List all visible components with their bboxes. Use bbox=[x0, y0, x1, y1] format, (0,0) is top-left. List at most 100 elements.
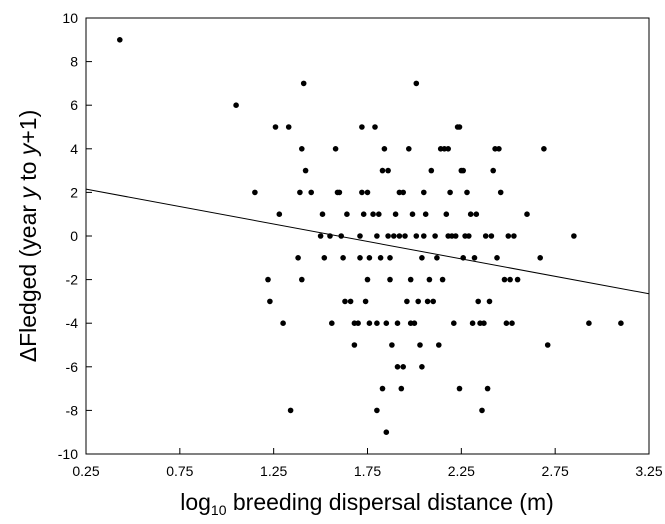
data-point bbox=[351, 342, 358, 348]
data-point bbox=[357, 254, 363, 261]
y-tick-label: 2 bbox=[70, 184, 78, 200]
trend-line bbox=[85, 188, 650, 295]
data-point bbox=[400, 364, 407, 370]
x-tick-label: 2.75 bbox=[542, 463, 569, 479]
data-point bbox=[280, 320, 286, 327]
data-point bbox=[392, 211, 399, 217]
data-point bbox=[394, 320, 401, 327]
data-point bbox=[490, 167, 497, 174]
data-point bbox=[618, 320, 624, 327]
data-point bbox=[439, 276, 446, 283]
data-point bbox=[355, 320, 361, 327]
data-point bbox=[379, 385, 386, 392]
data-point bbox=[308, 189, 315, 196]
data-point bbox=[389, 342, 395, 348]
y-tick-label: 8 bbox=[70, 54, 78, 70]
data-point bbox=[299, 146, 305, 152]
x-axis-title: log10 breeding dispersal distance (m) bbox=[180, 489, 554, 518]
data-point bbox=[503, 320, 510, 327]
data-point bbox=[486, 298, 493, 305]
x-tick-label: 0.75 bbox=[166, 463, 193, 479]
data-point bbox=[374, 407, 380, 414]
data-point bbox=[265, 276, 271, 283]
data-point bbox=[452, 233, 459, 239]
data-point bbox=[413, 80, 420, 87]
data-point bbox=[460, 167, 467, 174]
data-point bbox=[357, 233, 363, 239]
data-point bbox=[287, 407, 294, 414]
data-point bbox=[396, 233, 403, 239]
data-point bbox=[436, 342, 442, 348]
y-axis-title: ΔFledged (year y to y+1) bbox=[15, 110, 41, 363]
data-point bbox=[276, 211, 283, 217]
data-point bbox=[537, 254, 543, 261]
data-point bbox=[428, 167, 435, 174]
data-point bbox=[370, 211, 376, 217]
x-tick-label: 3.25 bbox=[635, 463, 662, 479]
data-point bbox=[469, 320, 476, 327]
data-point bbox=[421, 189, 427, 196]
data-point bbox=[398, 385, 405, 392]
x-axis: 0.25 0.75 1.25 1.75 2.25 2.75 3.25 bbox=[72, 448, 663, 479]
data-point bbox=[488, 233, 495, 239]
data-point bbox=[456, 124, 463, 130]
data-point bbox=[501, 276, 508, 283]
data-point bbox=[319, 211, 326, 217]
data-point bbox=[524, 211, 530, 217]
data-point bbox=[467, 211, 474, 217]
plot-area-frame bbox=[85, 17, 650, 455]
data-point bbox=[252, 189, 258, 196]
data-point bbox=[544, 342, 551, 348]
data-point bbox=[413, 233, 420, 239]
y-tick-label: 4 bbox=[70, 141, 78, 157]
data-point bbox=[374, 320, 380, 327]
y-tick-label: -10 bbox=[58, 446, 78, 462]
data-point bbox=[338, 233, 345, 239]
data-point bbox=[430, 298, 437, 305]
data-point bbox=[387, 276, 393, 283]
data-point bbox=[332, 146, 339, 152]
data-point bbox=[385, 233, 391, 239]
data-point bbox=[394, 364, 401, 370]
y-tick-label: 0 bbox=[70, 228, 78, 244]
data-point bbox=[464, 189, 470, 196]
data-point bbox=[344, 211, 350, 217]
data-point bbox=[473, 211, 480, 217]
data-point bbox=[424, 298, 431, 305]
data-point bbox=[432, 233, 438, 239]
data-point bbox=[317, 233, 324, 239]
data-point bbox=[366, 320, 373, 327]
data-point bbox=[417, 342, 423, 348]
data-point bbox=[496, 146, 502, 152]
data-point bbox=[422, 211, 429, 217]
data-point bbox=[407, 276, 414, 283]
data-point bbox=[511, 233, 517, 239]
data-point bbox=[364, 189, 371, 196]
data-point bbox=[415, 298, 422, 305]
y-tick-label: -2 bbox=[66, 272, 79, 288]
x-tick-label: 2.25 bbox=[448, 463, 475, 479]
data-point bbox=[321, 254, 328, 261]
data-point bbox=[479, 407, 485, 414]
data-point bbox=[445, 146, 452, 152]
data-point bbox=[541, 146, 547, 152]
data-point bbox=[387, 254, 393, 261]
data-point bbox=[484, 385, 491, 392]
data-point bbox=[447, 189, 453, 196]
data-point bbox=[374, 233, 380, 239]
data-point bbox=[426, 276, 433, 283]
data-point bbox=[421, 233, 427, 239]
data-point bbox=[456, 385, 463, 392]
data-point bbox=[267, 298, 273, 305]
data-point bbox=[514, 276, 521, 283]
data-point bbox=[362, 298, 369, 305]
data-point bbox=[571, 233, 577, 239]
data-point bbox=[359, 124, 365, 130]
data-point bbox=[400, 189, 407, 196]
data-points bbox=[117, 37, 624, 436]
data-point bbox=[404, 298, 410, 305]
data-point bbox=[419, 254, 425, 261]
data-point bbox=[383, 429, 390, 436]
data-point bbox=[300, 80, 307, 87]
data-point bbox=[342, 298, 348, 305]
